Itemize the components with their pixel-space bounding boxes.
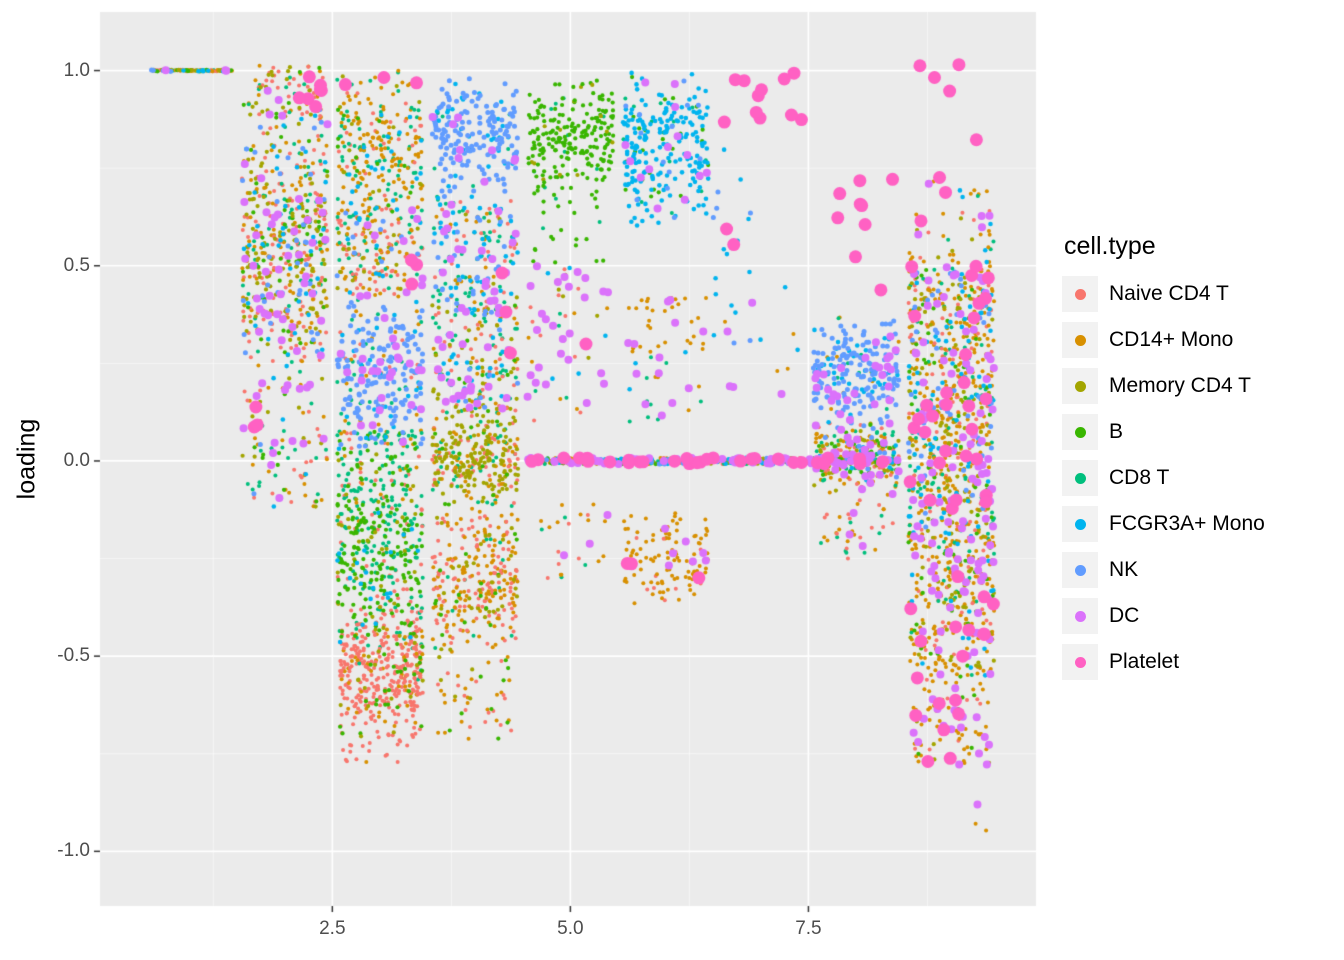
legend-point-icon bbox=[1074, 380, 1086, 392]
x-tick-label: 5.0 bbox=[557, 918, 584, 939]
legend-point-icon bbox=[1074, 564, 1086, 576]
y-tick-label: -0.5 bbox=[57, 645, 90, 667]
legend-point-icon bbox=[1074, 656, 1086, 668]
legend-point-icon bbox=[1074, 518, 1086, 530]
legend-label: Platelet bbox=[1109, 650, 1180, 673]
legend-key bbox=[1062, 414, 1098, 450]
y-tick-label: 1.0 bbox=[63, 59, 90, 81]
legend-item-memory-cd4-t: Memory CD4 T bbox=[1062, 363, 1340, 409]
legend-label: NK bbox=[1109, 558, 1139, 581]
legend-items-container: Naive CD4 T CD14+ Mono Memory CD4 T B CD8 T F… bbox=[1062, 271, 1340, 685]
legend-point-icon bbox=[1074, 426, 1086, 438]
legend-item-b: B bbox=[1062, 409, 1340, 455]
y-tick-label: -1.0 bbox=[57, 840, 90, 862]
legend-label: B bbox=[1109, 420, 1124, 443]
legend-point-icon bbox=[1074, 288, 1086, 300]
legend-key bbox=[1062, 460, 1098, 496]
legend-label: FCGR3A+ Mono bbox=[1109, 512, 1265, 535]
legend-key bbox=[1062, 598, 1098, 634]
legend-point-icon bbox=[1074, 610, 1086, 622]
legend-label: Memory CD4 T bbox=[1109, 374, 1251, 397]
legend-item-cd14-mono: CD14+ Mono bbox=[1062, 317, 1340, 363]
legend-key bbox=[1062, 368, 1098, 404]
legend: cell.type Naive CD4 T CD14+ Mono Memory CD… bbox=[1062, 232, 1340, 685]
legend-point-icon bbox=[1074, 472, 1086, 484]
x-tick-label: 7.5 bbox=[795, 918, 822, 939]
legend-key bbox=[1062, 322, 1098, 358]
legend-item-naive-cd4-t: Naive CD4 T bbox=[1062, 271, 1340, 317]
legend-key bbox=[1062, 644, 1098, 680]
legend-point-icon bbox=[1074, 334, 1086, 346]
legend-label: CD8 T bbox=[1109, 466, 1170, 489]
legend-item-cd8-t: CD8 T bbox=[1062, 455, 1340, 501]
legend-label: Naive CD4 T bbox=[1109, 282, 1229, 305]
legend-label: DC bbox=[1109, 604, 1140, 627]
legend-key bbox=[1062, 506, 1098, 542]
legend-item-nk: NK bbox=[1062, 547, 1340, 593]
legend-item-dc: DC bbox=[1062, 593, 1340, 639]
y-tick-label: 0.5 bbox=[63, 254, 90, 276]
y-tick-label: 0.0 bbox=[63, 449, 90, 471]
legend-item-platelet: Platelet bbox=[1062, 639, 1340, 685]
legend-label: CD14+ Mono bbox=[1109, 328, 1234, 351]
legend-title: cell.type bbox=[1064, 232, 1156, 260]
legend-key bbox=[1062, 276, 1098, 312]
legend-key bbox=[1062, 552, 1098, 588]
x-tick-label: 2.5 bbox=[319, 918, 346, 939]
legend-item-fcgr3a-mono: FCGR3A+ Mono bbox=[1062, 501, 1340, 547]
